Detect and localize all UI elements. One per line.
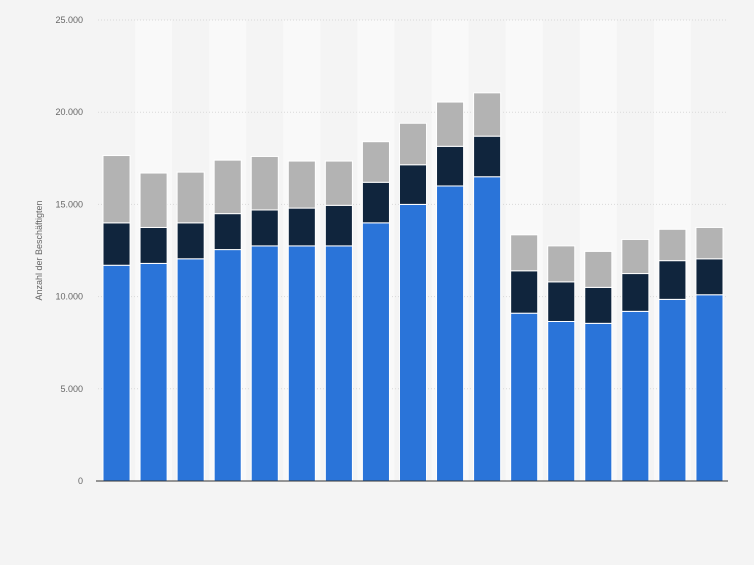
bar-segment-series-3 — [695, 226, 724, 260]
bar-segment-series-2 — [102, 222, 131, 266]
bar-segment-series-3 — [102, 155, 131, 224]
bar-segment-series-2 — [287, 207, 316, 247]
y-tick-label: 20.000 — [55, 107, 83, 117]
bar-segment-series-1 — [102, 264, 131, 482]
bar-segment-series-2 — [436, 145, 465, 187]
bar-segment-series-1 — [621, 310, 650, 482]
bar-segment-series-2 — [510, 270, 539, 314]
bar-segment-series-3 — [398, 122, 428, 166]
bar-segment-series-2 — [139, 226, 168, 264]
bar-segment-series-2 — [176, 222, 205, 260]
bar-segment-series-1 — [139, 262, 168, 482]
bar-segment-series-2 — [695, 258, 724, 296]
bar-segment-series-2 — [621, 273, 650, 312]
bar-segment-series-1 — [510, 312, 539, 482]
bar-segment-series-3 — [324, 160, 353, 206]
bar-segment-series-2 — [324, 204, 353, 247]
bar-segment-series-3 — [436, 101, 465, 147]
bar-segment-series-1 — [658, 298, 687, 482]
bar-segment-series-1 — [436, 185, 465, 482]
bar-segment-series-1 — [250, 245, 279, 482]
bar-segment-series-2 — [213, 213, 242, 251]
bar-segment-series-2 — [658, 260, 687, 300]
y-tick-label: 0 — [78, 476, 83, 486]
bar-segment-series-1 — [473, 176, 502, 482]
y-tick-label: 15.000 — [55, 199, 83, 209]
bar-segment-series-1 — [584, 322, 613, 482]
y-axis-ticks: 0 5.000 10.000 15.000 20.000 25.000 — [55, 15, 83, 486]
bar-segment-series-1 — [324, 245, 353, 482]
bar-segment-series-3 — [510, 234, 539, 272]
bar-segment-series-3 — [176, 171, 205, 224]
bar-segment-series-1 — [361, 222, 390, 482]
bar-segment-series-1 — [213, 249, 242, 482]
bar-segment-series-1 — [695, 294, 724, 482]
bar-segment-series-3 — [287, 160, 316, 209]
y-axis-title: Anzahl der Beschäftigten — [34, 200, 44, 300]
y-tick-label: 25.000 — [55, 15, 83, 25]
bar-segment-series-1 — [287, 245, 316, 482]
bar-segment-series-1 — [176, 258, 205, 482]
bar-segment-series-3 — [473, 92, 502, 137]
bar-segment-series-3 — [584, 250, 613, 288]
bar-segment-series-3 — [250, 155, 279, 211]
bar-segment-series-1 — [398, 203, 428, 482]
bar-segment-series-3 — [658, 228, 687, 262]
bar-segment-series-3 — [361, 141, 390, 183]
bar-segment-series-2 — [473, 135, 502, 178]
bar-segment-series-3 — [621, 238, 650, 275]
bar-segment-series-2 — [584, 286, 613, 324]
bar-segment-series-3 — [547, 245, 576, 283]
bar-segment-series-2 — [398, 164, 428, 205]
bar-segment-series-2 — [547, 281, 576, 322]
bar-segment-series-3 — [139, 172, 168, 228]
y-tick-label: 10.000 — [55, 292, 83, 302]
bar-segment-series-3 — [213, 159, 242, 215]
bar-segment-series-1 — [547, 320, 576, 482]
y-tick-label: 5.000 — [60, 384, 83, 394]
bars — [102, 92, 724, 482]
bar-segment-series-2 — [250, 209, 279, 247]
bar-segment-series-2 — [361, 181, 390, 224]
